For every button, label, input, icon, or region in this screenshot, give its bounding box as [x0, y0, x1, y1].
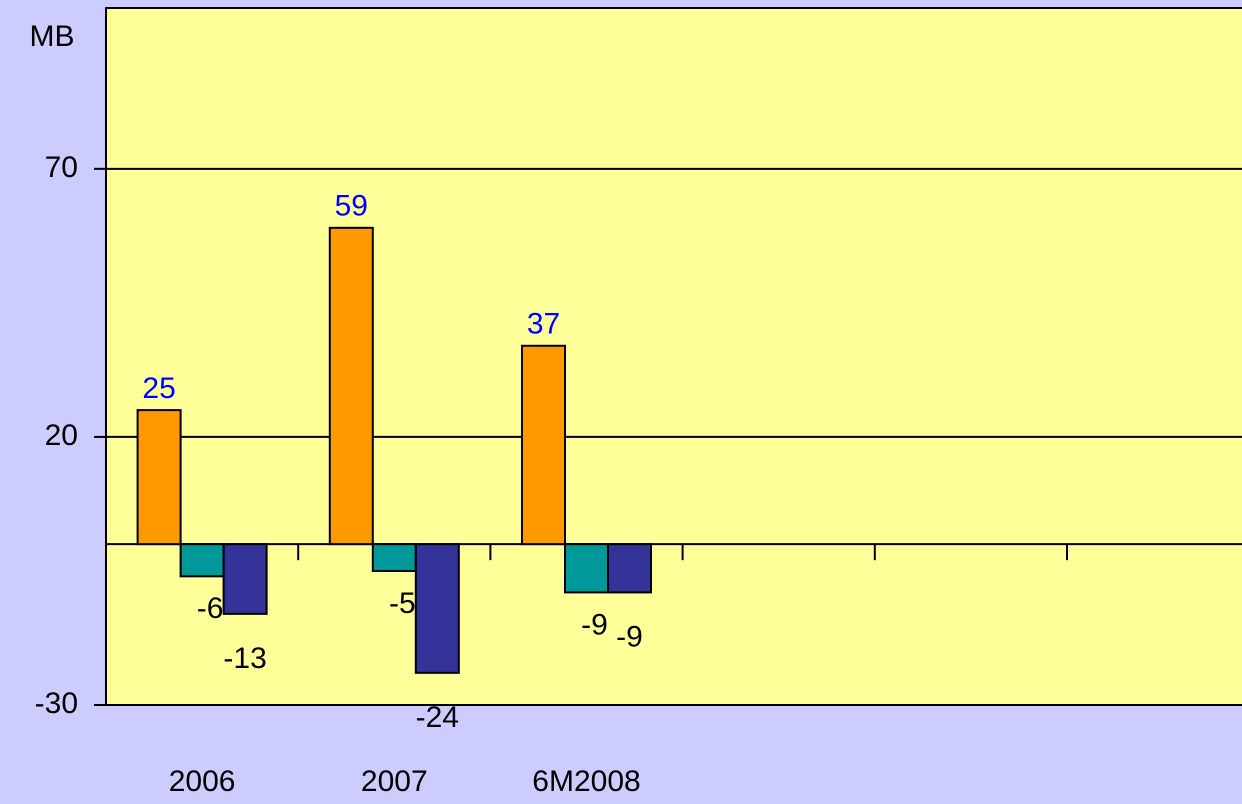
- bar: [222, 543, 268, 615]
- bar: [564, 543, 609, 594]
- data-label: -5: [389, 587, 416, 620]
- x-tick-label: 2007: [361, 765, 428, 798]
- data-label: -9: [616, 620, 643, 653]
- y-tick-label: -30: [35, 687, 78, 720]
- data-label: 25: [142, 372, 175, 405]
- bar: [607, 543, 652, 594]
- data-label: -6: [197, 592, 224, 625]
- y-tick-label: 70: [45, 151, 78, 184]
- bar: [414, 543, 460, 674]
- bar: [136, 409, 182, 546]
- bar: [179, 543, 225, 578]
- data-label: 37: [527, 308, 560, 341]
- x-tick-label: 2006: [169, 765, 236, 798]
- plot-area: [105, 7, 1242, 706]
- bar: [521, 344, 566, 546]
- x-tick-label: 6M2008: [532, 765, 640, 798]
- bar: [328, 226, 374, 546]
- y-axis-label: MB: [30, 20, 75, 53]
- data-label: -9: [581, 608, 608, 641]
- data-label: -13: [223, 642, 266, 675]
- y-tick-label: 20: [45, 419, 78, 452]
- data-label: -24: [416, 701, 459, 734]
- data-label: 59: [335, 190, 368, 223]
- bar: [371, 543, 417, 572]
